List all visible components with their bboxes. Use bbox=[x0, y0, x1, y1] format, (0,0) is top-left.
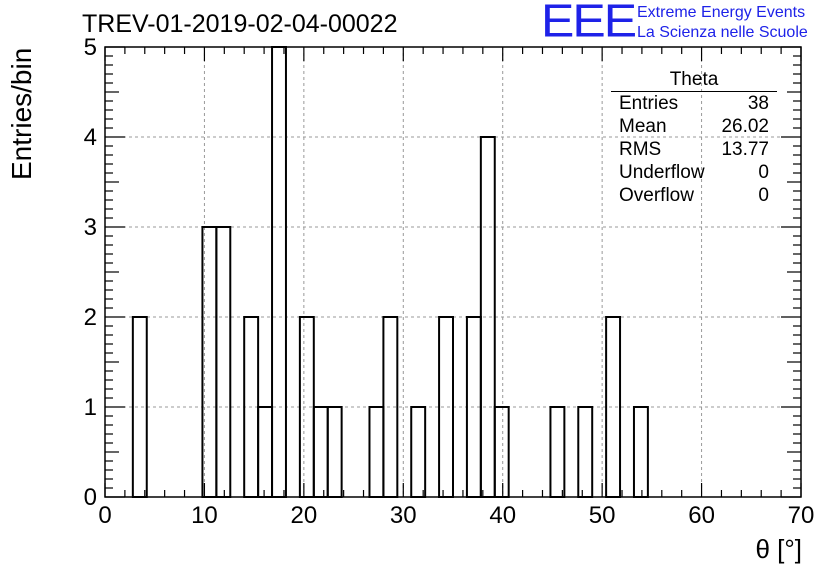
y-tick-label: 4 bbox=[84, 124, 97, 151]
stats-value: 38 bbox=[747, 93, 769, 114]
histogram-bar bbox=[632, 406, 649, 498]
histogram-bar bbox=[312, 406, 329, 498]
x-tick-label: 70 bbox=[788, 502, 815, 529]
stats-label: Entries bbox=[619, 93, 679, 114]
stats-label: RMS bbox=[619, 139, 662, 160]
histogram-bar bbox=[326, 406, 343, 498]
histogram-bar bbox=[493, 406, 510, 498]
stats-title: Theta bbox=[611, 70, 777, 92]
histogram-bar bbox=[549, 406, 566, 498]
histogram-bars bbox=[131, 46, 649, 498]
histogram-bar bbox=[577, 406, 594, 498]
histogram-bar bbox=[257, 406, 274, 498]
histogram-bar bbox=[368, 406, 385, 498]
stats-value: 13.77 bbox=[721, 139, 769, 160]
histogram-bar bbox=[479, 136, 496, 498]
x-tick-label: 40 bbox=[489, 502, 516, 529]
stats-row: Entries 38 bbox=[611, 92, 777, 115]
x-tick-label: 20 bbox=[291, 502, 318, 529]
y-tick-labels: 0 1 2 3 4 5 bbox=[84, 34, 97, 511]
stats-box: Theta Entries 38 Mean 26.02 RMS 13.77 Underflo… bbox=[611, 70, 777, 207]
x-tick-label: 30 bbox=[390, 502, 417, 529]
stats-value: 26.02 bbox=[721, 116, 769, 137]
y-tick-label: 3 bbox=[84, 214, 97, 241]
stats-label: Mean bbox=[619, 116, 667, 137]
y-tick-label: 1 bbox=[84, 394, 97, 421]
stats-label: Overflow bbox=[619, 185, 694, 206]
stats-rows: Entries 38 Mean 26.02 RMS 13.77 Underflow 0 Over… bbox=[611, 92, 777, 207]
x-axis-label: θ [°] bbox=[755, 534, 802, 564]
histogram-bar bbox=[215, 226, 232, 498]
x-tick-label: 60 bbox=[688, 502, 715, 529]
y-tick-label: 0 bbox=[84, 484, 97, 511]
x-tick-label: 10 bbox=[191, 502, 218, 529]
histogram-bar bbox=[131, 316, 148, 498]
x-tick-labels: 0 10 20 30 40 50 60 70 bbox=[98, 502, 814, 529]
logo-line-2: La Scienza nelle Scuole bbox=[637, 24, 808, 41]
logo-mark: EEE bbox=[541, 0, 637, 47]
y-tick-label: 5 bbox=[84, 34, 97, 61]
stats-value: 0 bbox=[758, 185, 769, 206]
stats-row: Overflow 0 bbox=[611, 184, 777, 207]
x-tick-label: 50 bbox=[589, 502, 616, 529]
stats-row: Underflow 0 bbox=[611, 161, 777, 184]
axis-ticks bbox=[104, 46, 802, 498]
stats-row: RMS 13.77 bbox=[611, 138, 777, 161]
stats-row: Mean 26.02 bbox=[611, 115, 777, 138]
histogram-bar bbox=[271, 46, 287, 498]
logo-line-1: Extreme Energy Events bbox=[637, 4, 806, 21]
y-axis-label: Entries/bin bbox=[6, 47, 37, 180]
page-title: TREV-01-2019-02-04-00022 bbox=[82, 10, 398, 38]
x-tick-label: 0 bbox=[98, 502, 111, 529]
stats-label: Underflow bbox=[619, 162, 705, 183]
stats-value: 0 bbox=[758, 162, 769, 183]
histogram-bar bbox=[410, 406, 427, 498]
y-tick-label: 2 bbox=[84, 304, 97, 331]
